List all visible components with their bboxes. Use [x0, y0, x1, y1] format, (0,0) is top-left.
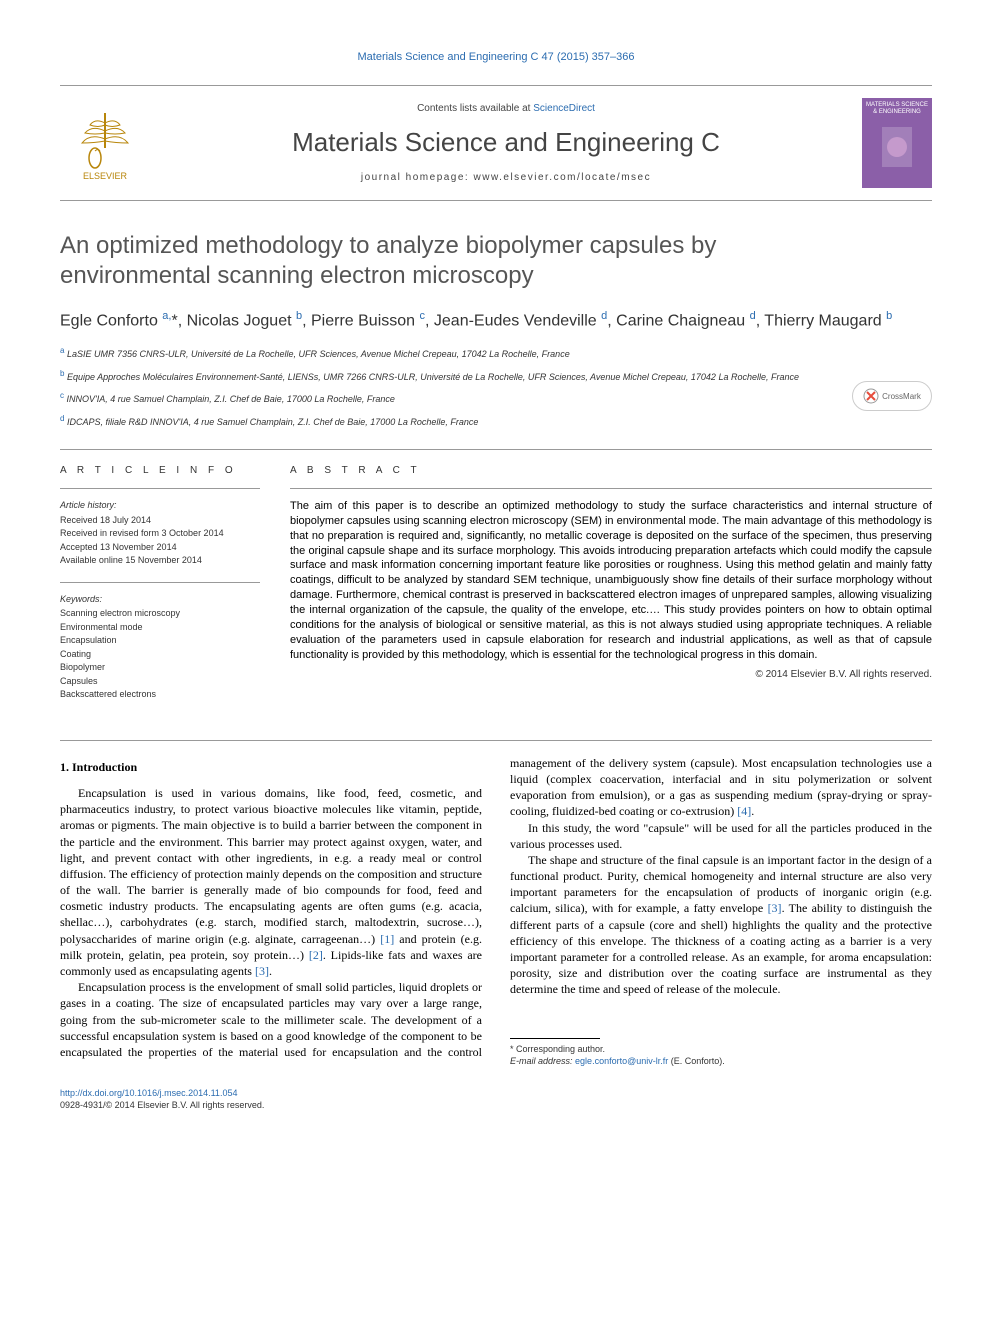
citation-link[interactable]: [3]	[255, 964, 269, 978]
history-line: Available online 15 November 2014	[60, 554, 260, 568]
authors: Egle Conforto a,*, Nicolas Joguet b, Pie…	[60, 309, 932, 333]
contents-prefix: Contents lists available at	[417, 103, 533, 114]
footnote-block: * Corresponding author. E-mail address: …	[510, 1038, 932, 1067]
paragraph: In this study, the word "capsule" will b…	[510, 820, 932, 852]
citation-link[interactable]: [3]	[768, 901, 782, 915]
issn-line: 0928-4931/© 2014 Elsevier B.V. All right…	[60, 1100, 264, 1110]
journal-name: Materials Science and Engineering C	[150, 124, 862, 160]
keyword: Capsules	[60, 675, 260, 689]
article-title: An optimized methodology to analyze biop…	[60, 231, 840, 291]
history-line: Accepted 13 November 2014	[60, 541, 260, 555]
email-line: E-mail address: egle.conforto@univ-lr.fr…	[510, 1055, 932, 1067]
homepage-prefix: journal homepage:	[361, 172, 474, 183]
abstract-text: The aim of this paper is to describe an …	[290, 499, 932, 662]
sciencedirect-link[interactable]: ScienceDirect	[533, 103, 595, 114]
section-heading: 1. Introduction	[60, 759, 482, 775]
keyword: Environmental mode	[60, 621, 260, 635]
info-heading: A R T I C L E I N F O	[60, 464, 260, 478]
masthead-center: Contents lists available at ScienceDirec…	[150, 102, 862, 184]
homepage-line: journal homepage: www.elsevier.com/locat…	[150, 171, 862, 185]
abstract-copyright: © 2014 Elsevier B.V. All rights reserved…	[290, 668, 932, 682]
masthead: ELSEVIER Contents lists available at Sci…	[60, 85, 932, 201]
footnote-rule	[510, 1038, 600, 1039]
contents-line: Contents lists available at ScienceDirec…	[150, 102, 862, 116]
citation-link[interactable]: [4]	[737, 804, 751, 818]
abstract-heading: A B S T R A C T	[290, 464, 932, 478]
affiliation: d IDCAPS, filiale R&D INNOV'IA, 4 rue Sa…	[60, 413, 932, 430]
email-label: E-mail address:	[510, 1056, 573, 1066]
keyword: Encapsulation	[60, 634, 260, 648]
info-abstract-row: A R T I C L E I N F O Article history: R…	[60, 464, 932, 716]
crossmark-badge[interactable]: CrossMark	[852, 381, 932, 411]
affiliation: b Equipe Approches Moléculaires Environn…	[60, 368, 932, 385]
rule	[60, 449, 932, 450]
citation-link[interactable]: [1]	[380, 932, 394, 946]
affiliation: a LaSIE UMR 7356 CNRS-ULR, Université de…	[60, 345, 932, 362]
abstract: A B S T R A C T The aim of this paper is…	[290, 464, 932, 716]
email-link[interactable]: egle.conforto@univ-lr.fr	[575, 1056, 668, 1066]
journal-cover-thumb: MATERIALS SCIENCE & ENGINEERING	[862, 98, 932, 188]
history-label: Article history:	[60, 499, 260, 512]
email-who: (E. Conforto).	[671, 1056, 725, 1066]
keyword: Coating	[60, 648, 260, 662]
mini-rule	[60, 488, 260, 489]
history-block: Article history: Received 18 July 2014Re…	[60, 499, 260, 568]
bottom-meta: http://dx.doi.org/10.1016/j.msec.2014.11…	[60, 1087, 932, 1112]
paragraph: Encapsulation is used in various domains…	[60, 785, 482, 979]
article-head: CrossMark An optimized methodology to an…	[60, 231, 932, 429]
keywords-block: Keywords: Scanning electron microscopyEn…	[60, 593, 260, 702]
article-info: A R T I C L E I N F O Article history: R…	[60, 464, 260, 716]
keywords-label: Keywords:	[60, 593, 260, 606]
keyword: Scanning electron microscopy	[60, 607, 260, 621]
doi-link[interactable]: http://dx.doi.org/10.1016/j.msec.2014.11…	[60, 1088, 237, 1098]
mini-rule	[290, 488, 932, 489]
publisher-logo: ELSEVIER	[60, 98, 150, 188]
citation-link[interactable]: [2]	[309, 948, 323, 962]
paragraph: The shape and structure of the final cap…	[510, 852, 932, 998]
running-head: Materials Science and Engineering C 47 (…	[60, 50, 932, 65]
publisher-name: ELSEVIER	[83, 171, 128, 181]
crossmark-label: CrossMark	[882, 391, 921, 402]
history-line: Received 18 July 2014	[60, 514, 260, 528]
body-columns: 1. Introduction Encapsulation is used in…	[60, 755, 932, 1067]
affiliation: c INNOV'IA, 4 rue Samuel Champlain, Z.I.…	[60, 390, 932, 407]
cover-text: MATERIALS SCIENCE & ENGINEERING	[866, 102, 928, 115]
homepage-url[interactable]: www.elsevier.com/locate/msec	[474, 172, 652, 183]
history-line: Received in revised form 3 October 2014	[60, 527, 260, 541]
mini-rule	[60, 582, 260, 583]
keyword: Biopolymer	[60, 661, 260, 675]
corresponding-note: * Corresponding author.	[510, 1043, 932, 1055]
keyword: Backscattered electrons	[60, 688, 260, 702]
rule	[60, 740, 932, 741]
